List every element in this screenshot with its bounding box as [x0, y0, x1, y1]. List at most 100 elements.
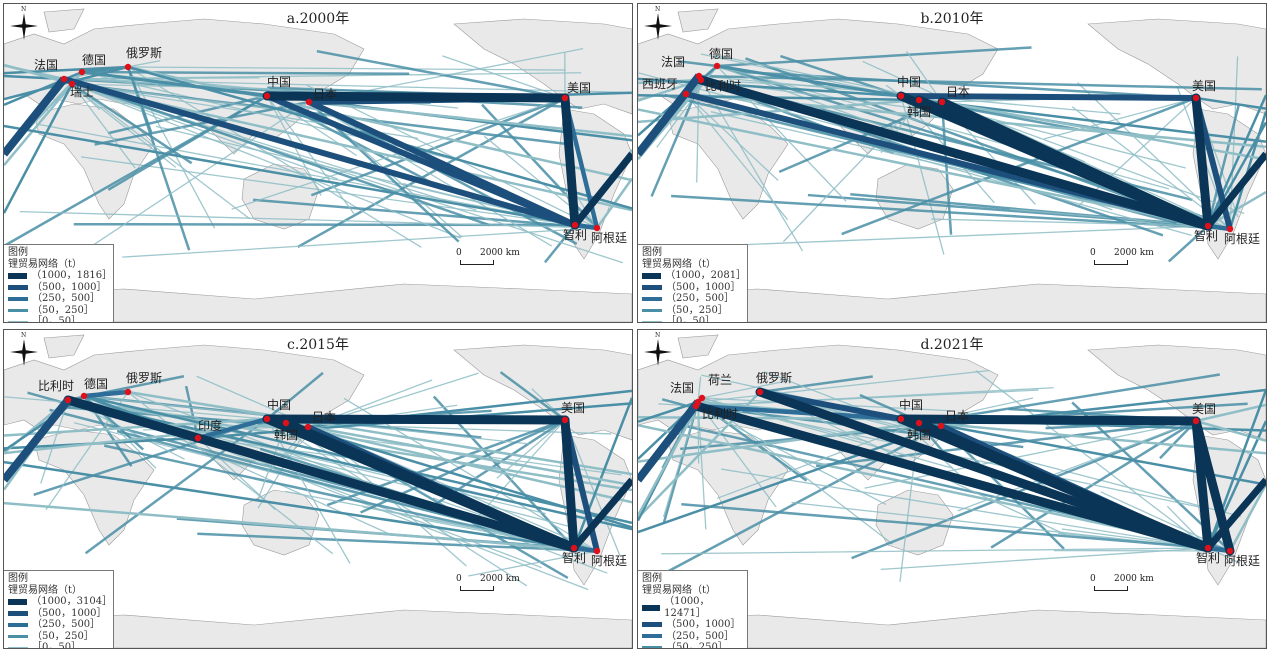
country-label: 日本: [946, 85, 970, 99]
trade-flow-line: [71, 83, 462, 239]
trade-flow-line: [698, 75, 804, 252]
legend-item: （500，1000］: [8, 282, 109, 294]
legend-label: （500，1000］: [32, 607, 107, 619]
legend-label: （250，500］: [32, 293, 101, 304]
legend-label: （250，500］: [666, 630, 735, 642]
trade-flow-line: [285, 422, 612, 435]
trade-flow-line: [697, 376, 702, 403]
country-node: [697, 76, 705, 84]
legend-item: （250，500］: [8, 619, 109, 631]
country-node: [692, 402, 700, 410]
land-mass: [1087, 18, 1266, 115]
country-node: [1226, 225, 1234, 233]
trade-flow-line: [572, 151, 632, 228]
country-node: [1192, 417, 1200, 425]
country-node: [263, 92, 271, 100]
legend-item: （250，500］: [642, 293, 743, 305]
country-node: [124, 388, 132, 396]
country-node: [938, 98, 946, 106]
trade-flow-line: [571, 477, 632, 551]
trade-flow-line: [931, 218, 1209, 227]
country-label: 智利: [1194, 228, 1218, 243]
legend-label: （500，1000］: [32, 281, 107, 293]
map-panel: 法国 德国 瑞士 俄罗斯 中国 日本 美国 智利 阿根廷 N a.2000年 0 2000 km…: [3, 3, 633, 323]
land-mass: [4, 283, 632, 322]
trade-flow-line: [696, 75, 1213, 231]
land-mass: [677, 334, 719, 359]
country-node: [78, 68, 86, 76]
country-label: 荷兰: [708, 373, 732, 387]
trade-flow-line: [696, 75, 700, 183]
trade-flow-line: [896, 414, 1201, 426]
legend-label: （1000，3104］: [31, 596, 113, 607]
trade-flow-line: [4, 76, 68, 157]
legend-label: ［0，50］: [666, 316, 716, 323]
country-label: 中国: [267, 397, 291, 412]
legend-label: ［0，50］: [32, 642, 82, 649]
country-label: 俄罗斯: [126, 46, 162, 60]
trade-flow-line: [63, 395, 579, 553]
land-mass: [241, 163, 320, 230]
legend-swatch: [8, 308, 28, 312]
panel-title: d.2021年: [920, 337, 984, 353]
legend-header: 图例: [8, 247, 28, 258]
country-node: [1226, 547, 1234, 555]
trade-flow-line: [695, 387, 1054, 407]
legend-swatch: [8, 296, 28, 301]
land-mass: [453, 344, 632, 441]
country-node: [561, 94, 569, 102]
trade-flow-line: [638, 399, 702, 483]
legend-swatch: [642, 272, 662, 279]
trade-flow-line: [638, 400, 699, 423]
compass-label: N: [21, 332, 26, 339]
legend-title: 锂贸易网络（t）: [642, 258, 717, 270]
north-arrow-icon: N: [644, 6, 672, 40]
country-label: 中国: [897, 74, 921, 89]
legend-item: （500，1000］: [8, 608, 109, 620]
land-mass: [33, 103, 155, 220]
trade-flow-line: [937, 97, 1213, 231]
country-label: 比利时: [38, 379, 74, 393]
trade-flow-line: [308, 100, 632, 138]
country-label: 中国: [899, 397, 923, 412]
trade-flow-line: [81, 70, 410, 76]
country-label: 西班牙: [642, 77, 678, 91]
legend-label: （50，250］: [666, 642, 728, 649]
trade-flow-line: [1043, 97, 1197, 140]
trade-flow-line: [685, 93, 779, 181]
trade-flow-line: [127, 66, 216, 229]
panel-title: b.2010年: [920, 11, 984, 27]
country-label: 中国: [267, 74, 291, 89]
legend-item: （500，1000］: [642, 619, 743, 631]
legend-swatch: [642, 604, 661, 611]
scale-zero: 0: [1090, 574, 1096, 584]
trade-flow-line: [195, 416, 270, 441]
legend-label: ［0，50］: [32, 316, 82, 323]
country-label: 印度: [198, 418, 222, 433]
legend-swatch: [8, 321, 28, 322]
trade-flow-line: [900, 95, 945, 255]
country-label: 比利时: [702, 407, 738, 421]
trade-flow-line: [1206, 104, 1240, 227]
trade-flow-line: [63, 77, 490, 227]
country-node: [897, 92, 905, 100]
trade-flow-line: [638, 424, 942, 534]
trade-flow-line: [638, 391, 761, 519]
legend-header: 图例: [642, 573, 662, 584]
trade-flow-line: [564, 419, 621, 557]
country-node: [756, 388, 764, 396]
country-label: 智利: [563, 227, 587, 242]
country-node: [698, 394, 706, 402]
country-label: 比利时: [705, 79, 741, 93]
map-legend: 图例 锂贸易网络（t） （1000，3104］ （500，1000］ （250，50…: [4, 570, 114, 648]
trade-flow-line: [4, 65, 129, 101]
legend-label: （1000，12471］: [664, 596, 710, 619]
country-label: 美国: [567, 81, 591, 95]
trade-flow-line: [697, 369, 990, 403]
legend-item: （500，1000］: [642, 282, 743, 294]
land-mass: [43, 8, 85, 33]
trade-flow-line: [759, 375, 873, 394]
trade-flow-line: [940, 101, 953, 235]
trade-flow-line: [1206, 94, 1266, 227]
trade-flow-line: [4, 83, 74, 214]
